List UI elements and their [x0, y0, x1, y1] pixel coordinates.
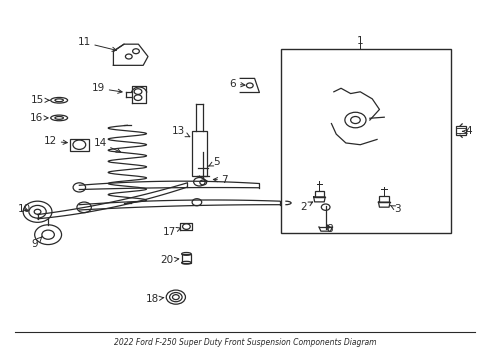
Text: 14: 14	[94, 138, 121, 152]
Text: 2: 2	[300, 202, 313, 212]
Bar	[281, 49, 451, 233]
Text: 8: 8	[326, 224, 333, 234]
Text: 7: 7	[213, 175, 228, 185]
Text: 19: 19	[92, 83, 122, 93]
Text: 6: 6	[230, 79, 245, 89]
Text: 20: 20	[161, 256, 179, 265]
Text: 2022 Ford F-250 Super Duty Front Suspension Components Diagram: 2022 Ford F-250 Super Duty Front Suspens…	[114, 338, 376, 347]
Text: 15: 15	[31, 95, 49, 105]
Bar	[456, 126, 466, 135]
Text: 13: 13	[172, 126, 190, 137]
Text: 4: 4	[463, 126, 472, 136]
Bar	[379, 196, 389, 202]
Bar	[192, 131, 207, 176]
Text: 1: 1	[357, 36, 364, 46]
Text: 16: 16	[29, 113, 48, 123]
Bar	[315, 190, 324, 197]
Text: 9: 9	[31, 237, 42, 249]
Text: 11: 11	[77, 37, 117, 51]
Bar	[182, 254, 191, 263]
Text: 10: 10	[18, 204, 31, 214]
Text: 3: 3	[391, 204, 401, 214]
Bar	[70, 139, 89, 151]
Text: 12: 12	[44, 136, 67, 146]
Text: 17: 17	[163, 227, 181, 237]
Text: 18: 18	[146, 294, 164, 304]
Text: 5: 5	[209, 157, 220, 167]
